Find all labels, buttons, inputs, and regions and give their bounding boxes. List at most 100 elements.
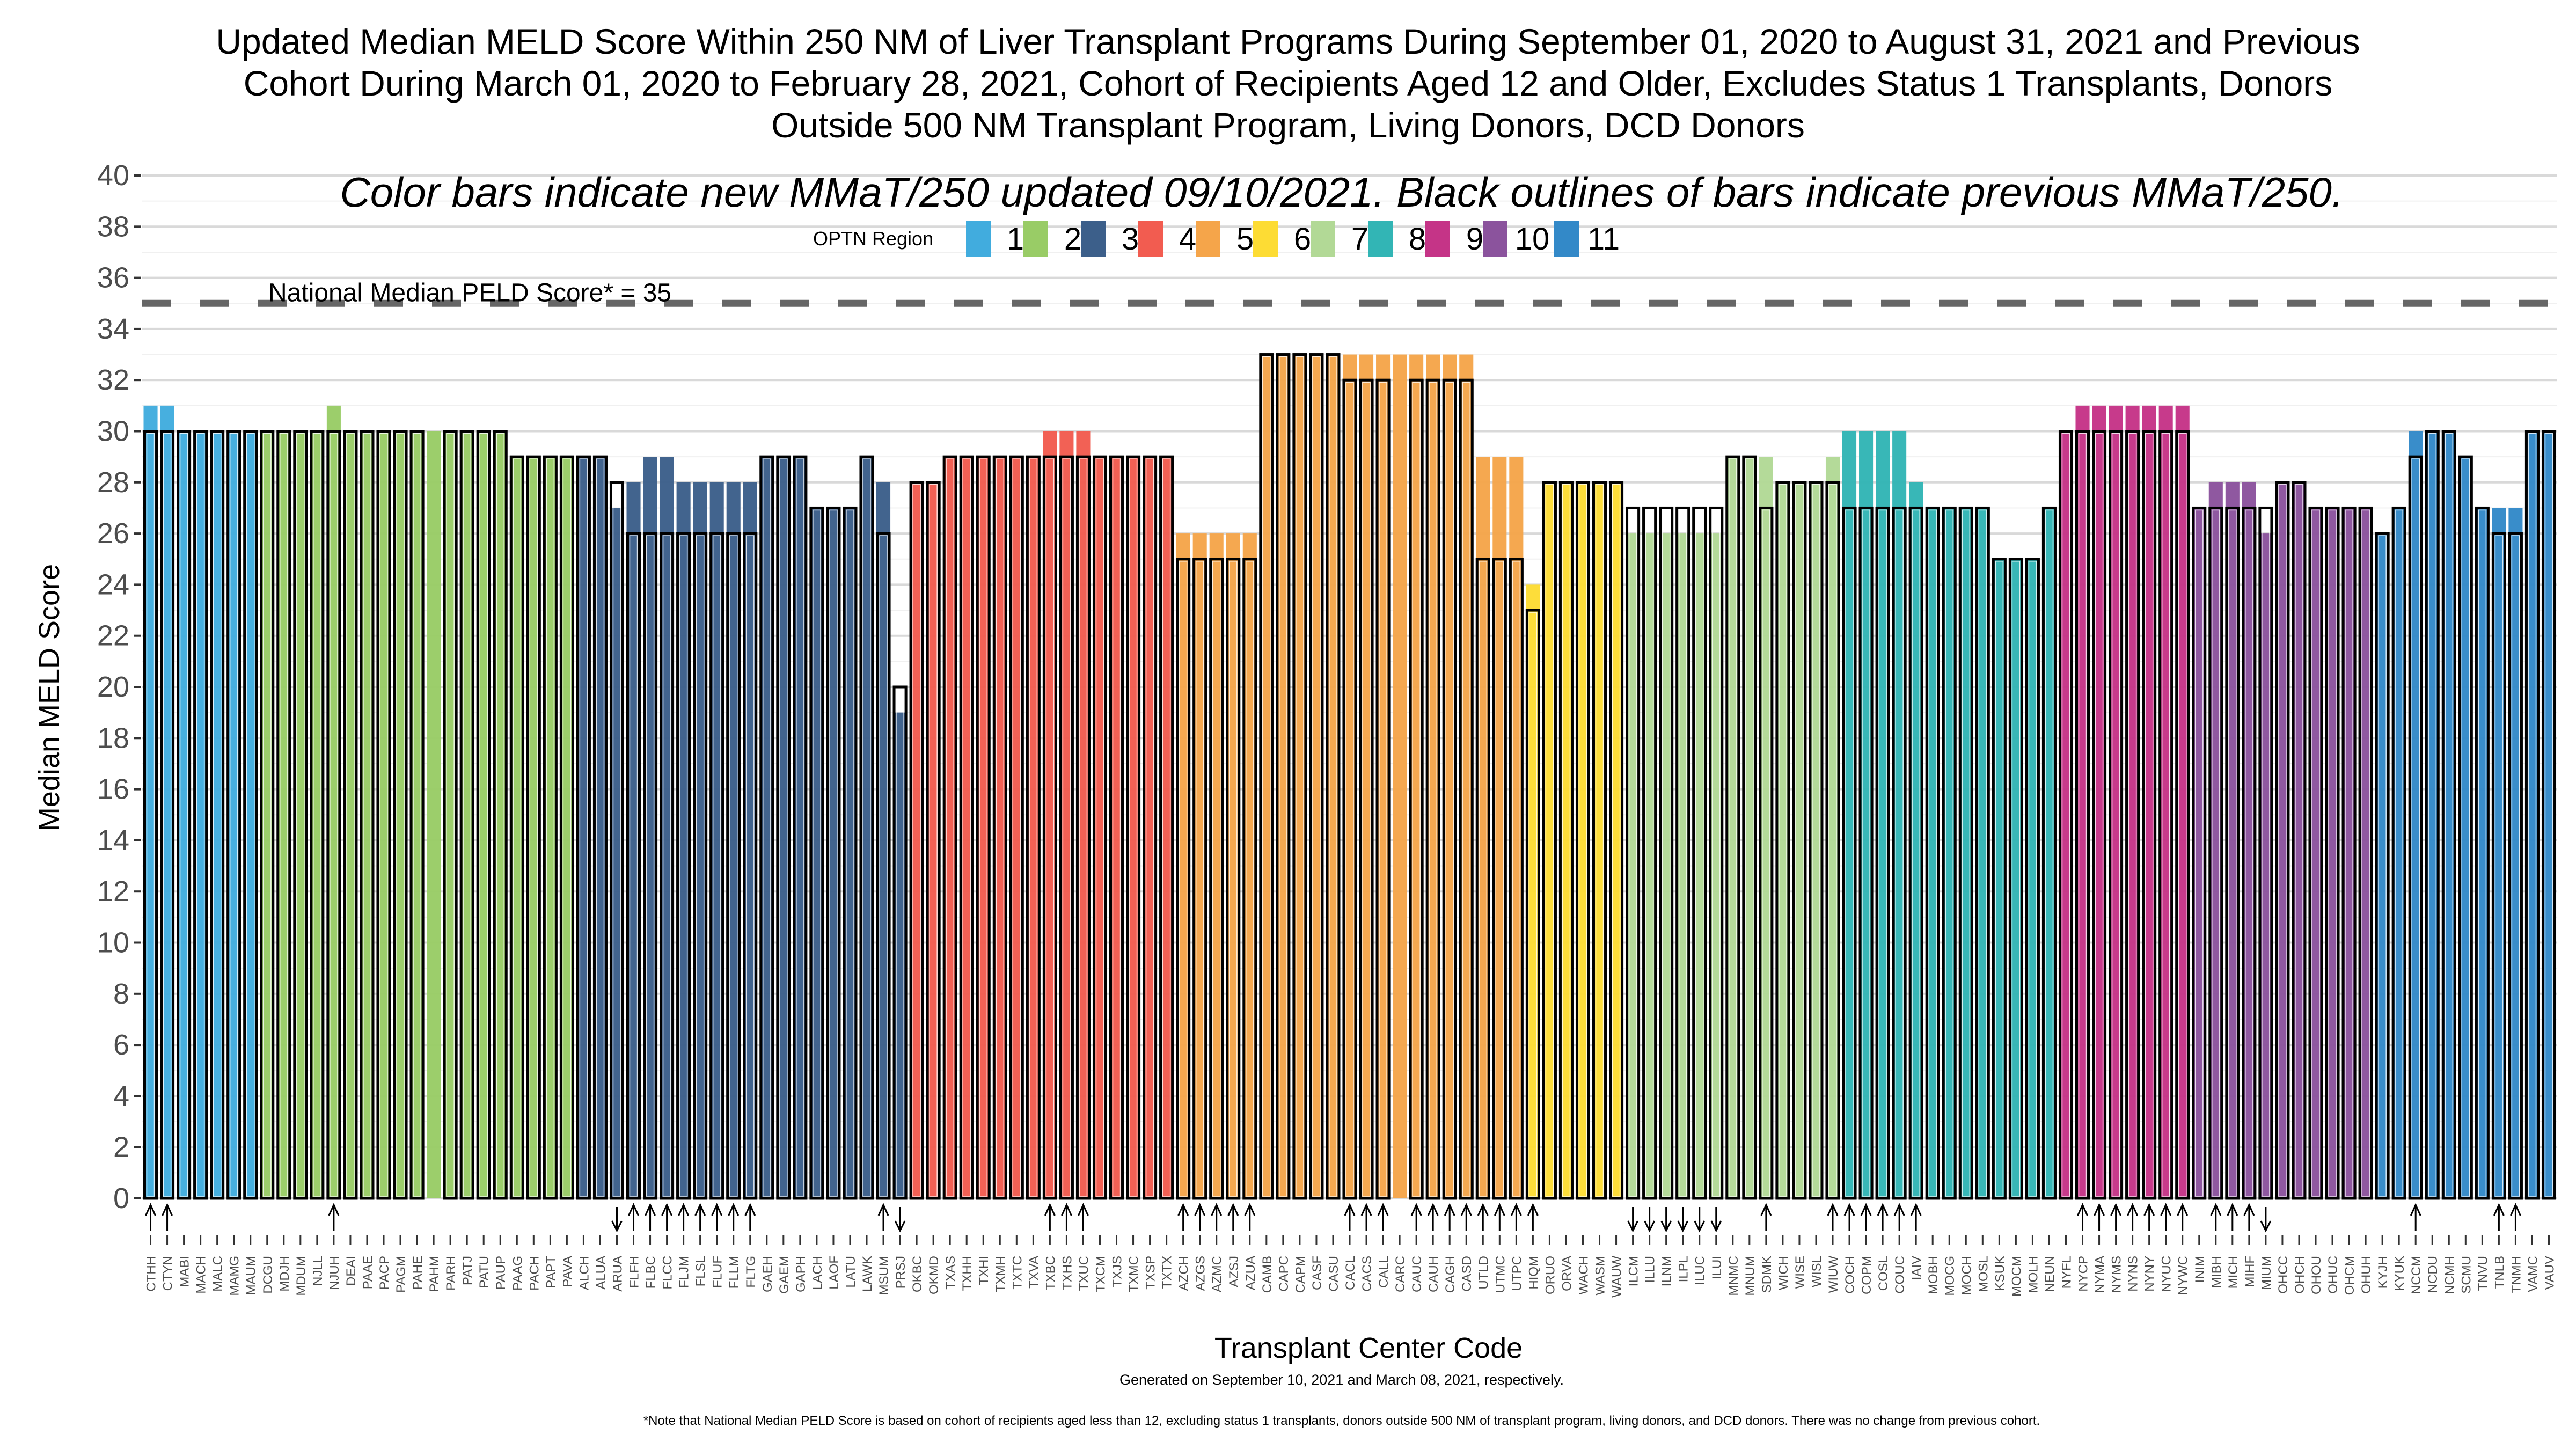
bar-outline-inner <box>813 509 821 1197</box>
x-tick-label: UTMC <box>1493 1256 1507 1293</box>
bar-outline-inner <box>729 535 738 1197</box>
bar-previous-outline <box>1209 558 1224 1200</box>
bar-outline-inner <box>2461 458 2470 1197</box>
bar-previous-outline <box>1492 558 1507 1200</box>
bar-previous-outline <box>1259 353 1274 1200</box>
y-tick-label: 26 <box>97 517 129 550</box>
bar-previous-outline <box>726 532 741 1200</box>
x-tick-label: ARUA <box>610 1256 625 1292</box>
x-tick-label: TXCM <box>1093 1256 1108 1292</box>
bar-MAMG <box>226 430 241 1200</box>
bar-outline-inner <box>962 458 971 1197</box>
bar-outline-inner <box>2178 433 2187 1197</box>
bar-previous-outline <box>360 430 375 1200</box>
bar-previous-outline <box>809 506 824 1200</box>
bar-outline-inner <box>1812 484 1820 1197</box>
bar-TXJS <box>1109 455 1124 1200</box>
bar-outline-inner <box>779 458 788 1197</box>
bar-outline-inner <box>179 433 188 1197</box>
bar-outline-inner <box>2278 484 2287 1197</box>
x-tick-label: NJUH <box>327 1256 342 1290</box>
bar-WICH <box>1775 481 1790 1200</box>
arrow-up-icon <box>1460 1203 1472 1231</box>
x-tick-label: TXUC <box>1077 1256 1091 1291</box>
bar-PAGM <box>393 430 408 1200</box>
chart-subtitle: Color bars indicate new MMaT/250 updated… <box>340 169 2343 216</box>
bar-previous-outline <box>1126 455 1141 1200</box>
bar-outline-inner <box>213 433 222 1197</box>
bar-previous-outline <box>1109 455 1124 1200</box>
bar-previous-outline <box>1942 506 1957 1200</box>
bar-TXMC <box>1126 455 1141 1200</box>
x-tick-label: CASD <box>1460 1256 1474 1292</box>
bar-outline-inner <box>1878 509 1887 1197</box>
y-tick-label: 32 <box>97 364 129 396</box>
bar-CARC <box>1393 354 1407 1198</box>
x-tick-label: PAPT <box>544 1256 558 1289</box>
bar-previous-outline <box>959 455 974 1200</box>
bar-previous-outline <box>1143 455 1158 1200</box>
bar-KYJH <box>2375 532 2390 1200</box>
bar-previous-outline <box>2058 430 2074 1200</box>
bar-NEUN <box>2041 506 2057 1200</box>
bar-previous-outline <box>2425 430 2440 1200</box>
bar-FLBC <box>643 457 658 1200</box>
bar-outline-inner <box>1962 509 1971 1197</box>
x-tick-label: COPM <box>1860 1256 1874 1294</box>
x-tick-label: FLSL <box>694 1256 708 1286</box>
bar-outline-inner <box>1045 458 1055 1197</box>
bar-previous-outline <box>1375 378 1391 1200</box>
arrow-up-icon <box>2110 1203 2121 1231</box>
bar-previous-outline <box>592 455 608 1200</box>
arrow-up-icon <box>1377 1203 1389 1231</box>
arrow-up-icon <box>1910 1203 1922 1231</box>
bar-ALUA <box>592 455 608 1200</box>
x-tick-label: CAUH <box>1426 1256 1441 1292</box>
x-tick-label: MOSL <box>1976 1256 1990 1292</box>
bar-previous-outline <box>1359 378 1374 1200</box>
bar-GAPH <box>793 455 808 1200</box>
bar-CASD <box>1459 354 1474 1200</box>
bar-MNUM <box>1742 455 1757 1200</box>
bar-CALL <box>1375 354 1391 1200</box>
bar-outline-inner <box>1578 484 1587 1197</box>
bar-FLLM <box>726 482 741 1200</box>
legend-swatch <box>1311 221 1335 257</box>
bar-PAAG <box>509 455 524 1200</box>
bar-ILPL <box>1675 506 1690 1200</box>
bar-FLCC <box>660 457 675 1200</box>
x-tick-label: ILNM <box>1660 1256 1674 1286</box>
arrow-down-icon <box>1644 1207 1655 1233</box>
bar-previous-outline <box>1509 558 1524 1200</box>
bar-previous-outline <box>1975 506 1990 1200</box>
bar-MIUM <box>2258 506 2273 1200</box>
bar-PACP <box>376 430 391 1200</box>
bar-previous-outline <box>1825 481 1840 1200</box>
arrow-up-icon <box>694 1203 706 1231</box>
arrow-up-icon <box>1360 1203 1372 1231</box>
bar-outline-inner <box>1296 356 1304 1197</box>
bar-PAHM <box>427 431 441 1198</box>
bar-ARUA <box>609 481 625 1200</box>
bar-outline-inner <box>1462 382 1471 1197</box>
bar-outline-inner <box>2295 484 2303 1197</box>
bar-previous-outline <box>343 430 358 1200</box>
x-tick-label: MALC <box>211 1256 225 1292</box>
bar-outline-inner <box>829 509 838 1197</box>
bar-VAUV <box>2541 430 2557 1200</box>
bar-outline-inner <box>1645 509 1654 1197</box>
x-tick-label: FLBC <box>644 1256 658 1289</box>
bar-NYNS <box>2125 405 2140 1200</box>
bar-previous-outline <box>1775 481 1790 1200</box>
x-tick-label: NEUN <box>2043 1256 2057 1292</box>
x-tick-label: PAVA <box>560 1256 575 1287</box>
bar-MOLH <box>2025 558 2040 1200</box>
x-tick-label: TXHS <box>1060 1256 1074 1290</box>
arrow-up-icon <box>328 1203 340 1231</box>
x-tick-label: MICH <box>2226 1256 2241 1289</box>
x-tick-label: FLCC <box>661 1256 675 1290</box>
x-tick-label: NYMA <box>2093 1256 2107 1293</box>
bar-outline-inner <box>1445 382 1454 1197</box>
bar-outline-inner <box>1262 356 1271 1197</box>
